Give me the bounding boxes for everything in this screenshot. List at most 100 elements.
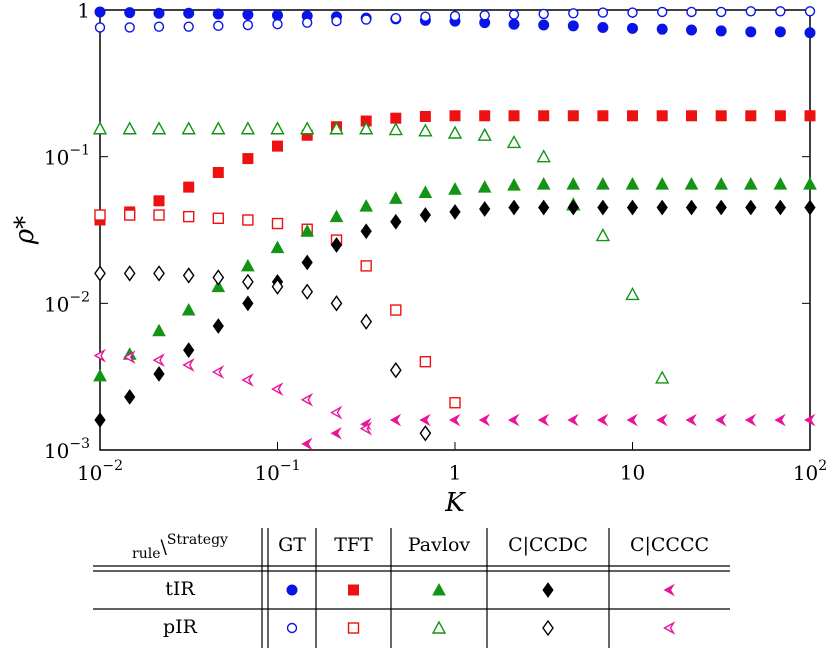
- point: [270, 240, 285, 254]
- point: [656, 6, 668, 18]
- point: [656, 23, 668, 35]
- legend-marker: [663, 621, 676, 635]
- y-tick-label-base: 10: [44, 292, 69, 316]
- point: [300, 121, 315, 135]
- point: [656, 110, 668, 122]
- point: [627, 110, 638, 122]
- point: [685, 413, 697, 427]
- point: [390, 213, 402, 230]
- point: [330, 426, 342, 440]
- point: [774, 26, 786, 38]
- point: [743, 177, 758, 190]
- point: [359, 121, 374, 135]
- point: [242, 273, 254, 291]
- point: [330, 295, 343, 312]
- y-tick-label-exp: −3: [69, 436, 90, 452]
- point: [329, 121, 344, 135]
- legend-marker: [286, 622, 298, 634]
- point: [715, 6, 727, 18]
- point: [567, 110, 579, 122]
- point: [538, 8, 549, 20]
- point: [774, 199, 786, 216]
- point: [625, 286, 640, 301]
- point: [330, 237, 343, 253]
- legend-label: GT: [278, 534, 306, 556]
- point: [94, 209, 106, 221]
- point: [182, 267, 195, 284]
- corner-sup: Strategy: [167, 532, 228, 548]
- point: [536, 149, 551, 163]
- point: [715, 25, 727, 37]
- point: [271, 382, 284, 397]
- point: [626, 199, 639, 216]
- x-tick-label-base: 10: [254, 461, 279, 485]
- point: [684, 177, 699, 190]
- point: [153, 195, 165, 207]
- point: [477, 180, 492, 193]
- x-tick-label: 10−1: [254, 458, 300, 485]
- table-corner: rule\Strategy: [132, 532, 228, 562]
- point: [270, 121, 285, 135]
- legend-label: C|CCCC: [630, 534, 709, 556]
- point: [93, 368, 107, 382]
- point: [94, 265, 106, 282]
- point: [329, 209, 344, 223]
- point: [568, 8, 579, 19]
- x-axis-label: K: [444, 488, 466, 518]
- point: [123, 265, 136, 282]
- point: [271, 217, 284, 230]
- point: [124, 22, 135, 33]
- point: [360, 223, 372, 240]
- point: [595, 228, 611, 242]
- point: [241, 258, 255, 272]
- point: [331, 15, 342, 27]
- point: [686, 6, 697, 18]
- y-tick-label: 10−3: [44, 436, 90, 463]
- point: [804, 110, 816, 122]
- point: [597, 21, 609, 33]
- point: [242, 295, 254, 312]
- point: [714, 177, 729, 190]
- point: [212, 318, 224, 334]
- plot-frame: [99, 9, 811, 451]
- point: [301, 437, 313, 451]
- point: [745, 199, 757, 216]
- legend-marker: [542, 582, 554, 598]
- legend-label: TFT: [334, 534, 373, 556]
- point: [390, 112, 402, 124]
- rule-label: tIR: [165, 578, 195, 600]
- point: [271, 278, 284, 295]
- point: [124, 389, 136, 405]
- point: [745, 110, 757, 122]
- y-tick-label-exp: −2: [69, 289, 90, 305]
- point: [124, 7, 136, 19]
- point: [242, 214, 254, 226]
- point: [626, 413, 638, 427]
- point: [94, 6, 106, 18]
- x-tick-label: 1: [449, 461, 462, 485]
- point: [538, 19, 550, 31]
- point: [803, 413, 816, 427]
- point: [804, 6, 816, 17]
- point: [536, 177, 551, 190]
- point: [418, 185, 433, 198]
- legend-marker: [431, 620, 447, 634]
- point: [449, 10, 461, 22]
- x-tick-label-base: 10: [77, 461, 102, 485]
- point: [774, 413, 786, 427]
- point: [449, 204, 461, 220]
- y-tick-label-base: 10: [44, 145, 69, 169]
- point: [123, 350, 136, 364]
- point: [241, 373, 254, 387]
- point: [359, 199, 374, 212]
- point: [775, 6, 786, 17]
- x-tick-label-base: 10: [793, 461, 818, 485]
- point: [390, 304, 402, 316]
- legend-marker: [286, 584, 298, 596]
- point: [330, 405, 343, 420]
- legend-label: Pavlov: [408, 534, 471, 556]
- point: [213, 20, 224, 32]
- point: [153, 7, 165, 19]
- point: [567, 20, 579, 32]
- point: [182, 358, 195, 372]
